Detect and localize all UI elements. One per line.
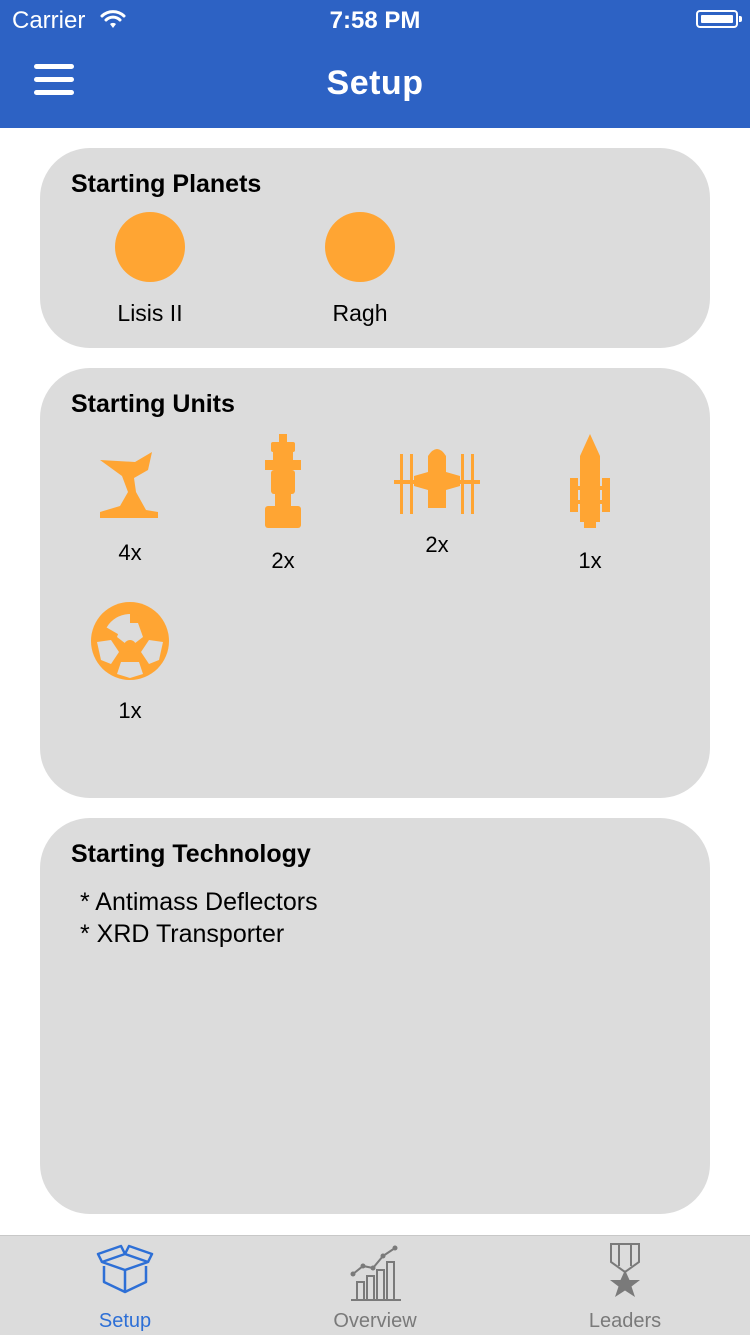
tab-label: Overview xyxy=(333,1310,417,1332)
chart-icon xyxy=(350,1245,401,1301)
card-title: Starting Planets xyxy=(71,170,262,198)
unit-count: 4x xyxy=(118,540,142,565)
page-title: Setup xyxy=(326,64,424,102)
planet-icon xyxy=(115,212,185,282)
unit-space-dock[interactable]: 1x xyxy=(80,602,180,724)
unit-count: 1x xyxy=(578,548,602,573)
unit-count: 2x xyxy=(271,548,295,573)
planet-name: Ragh xyxy=(332,300,388,326)
starting-planets-card: Starting Planets Lisis II Ragh xyxy=(40,148,710,348)
planet-icon xyxy=(325,212,395,282)
space-dock-icon xyxy=(91,602,169,680)
tab-leaders[interactable]: Leaders xyxy=(500,1236,750,1335)
planet-ragh[interactable]: Ragh xyxy=(290,212,430,327)
medal-icon xyxy=(610,1243,640,1297)
tab-label: Setup xyxy=(98,1310,152,1332)
unit-fighter[interactable]: 4x xyxy=(80,440,180,566)
unit-count: 2x xyxy=(425,532,449,557)
tab-bar: Setup Overview xyxy=(0,1235,750,1335)
card-title: Starting Technology xyxy=(71,840,311,868)
ground-force-icon xyxy=(265,434,301,528)
carrier-label: Carrier xyxy=(12,7,86,34)
hamburger-icon xyxy=(34,64,74,69)
starting-units-card: Starting Units 4x 2x xyxy=(40,368,710,798)
cruiser-icon xyxy=(570,434,610,528)
nav-header: Carrier 7:58 PM Setup xyxy=(0,0,750,128)
tab-label: Leaders xyxy=(588,1310,662,1332)
list-item: * Antimass Deflectors xyxy=(80,888,318,916)
fighter-icon xyxy=(100,452,158,518)
tab-setup[interactable]: Setup xyxy=(0,1236,250,1335)
status-bar: Carrier 7:58 PM xyxy=(0,0,750,40)
planet-name: Lisis II xyxy=(117,300,183,326)
box-icon xyxy=(96,1244,154,1294)
battery-icon xyxy=(696,10,742,28)
unit-cruiser[interactable]: 1x xyxy=(540,434,640,574)
starting-technology-card: Starting Technology * Antimass Deflector… xyxy=(40,818,710,1214)
unit-count: 1x xyxy=(118,698,142,723)
clock: 7:58 PM xyxy=(329,7,421,34)
unit-carrier[interactable]: 2x xyxy=(387,446,487,558)
planet-lisis-ii[interactable]: Lisis II xyxy=(80,212,220,327)
carrier-icon xyxy=(394,449,480,514)
tab-overview[interactable]: Overview xyxy=(250,1236,500,1335)
hamburger-menu-button[interactable] xyxy=(34,64,74,100)
unit-ground-force[interactable]: 2x xyxy=(233,434,333,574)
card-title: Starting Units xyxy=(71,390,235,418)
technology-list: * Antimass Deflectors * XRD Transporter xyxy=(80,886,318,950)
list-item: * XRD Transporter xyxy=(80,920,285,948)
wifi-icon xyxy=(100,10,126,28)
